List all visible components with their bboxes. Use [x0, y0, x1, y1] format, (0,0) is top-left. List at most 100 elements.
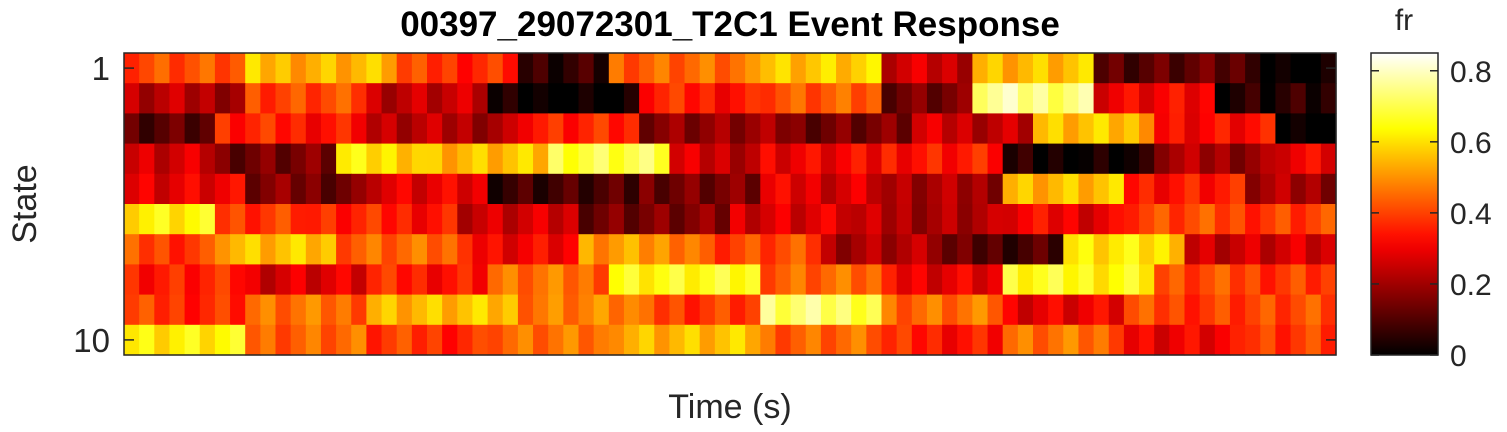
heatmap-cell — [381, 53, 398, 84]
heatmap-cell — [654, 204, 670, 235]
plot-frame — [123, 52, 1337, 356]
heatmap-cell — [578, 143, 595, 175]
heatmap-cell — [275, 83, 292, 114]
heatmap-cell — [1093, 204, 1110, 235]
heatmap-cell — [1169, 264, 1186, 296]
heatmap-cell — [1063, 113, 1080, 145]
heatmap-cell — [790, 173, 807, 205]
heatmap-cell — [1108, 204, 1125, 235]
heatmap-cell — [442, 143, 458, 175]
heatmap-cell — [199, 143, 216, 175]
heatmap-cell — [851, 83, 867, 114]
heatmap-cell — [1063, 143, 1080, 175]
heatmap-cell — [911, 83, 928, 114]
heatmap-cell — [836, 143, 852, 175]
heatmap-cell — [1108, 264, 1125, 296]
heatmap-cell — [1320, 143, 1337, 175]
heatmap-cell — [608, 143, 625, 175]
heatmap-cell — [926, 324, 943, 356]
heatmap-cell — [336, 324, 352, 356]
heatmap-cell — [1093, 264, 1110, 296]
heatmap-cell — [972, 264, 989, 296]
heatmap-cell — [1229, 83, 1246, 114]
heatmap-cell — [957, 264, 973, 296]
heatmap-cell — [1184, 173, 1201, 205]
heatmap-cell — [1199, 294, 1216, 326]
heatmap-cell — [987, 143, 1004, 175]
heatmap-cell — [836, 324, 852, 356]
y-tick-label: 1 — [92, 50, 110, 87]
heatmap-cell — [351, 294, 367, 326]
heatmap-cell — [290, 173, 307, 205]
heatmap-cell — [623, 204, 640, 235]
heatmap-cell — [745, 143, 761, 175]
heatmap-cell — [1123, 204, 1140, 235]
heatmap-cell — [199, 294, 216, 326]
heatmap-cell — [926, 294, 943, 326]
heatmap-cell — [987, 113, 1004, 145]
heatmap-cell — [896, 143, 913, 175]
heatmap-cell — [457, 83, 474, 114]
heatmap-cell — [396, 173, 413, 205]
heatmap-cell — [987, 294, 1004, 326]
heatmap-cell — [699, 53, 716, 84]
heatmap-cell — [836, 234, 852, 265]
heatmap-cell — [1002, 324, 1019, 356]
heatmap-cell — [305, 83, 322, 114]
heatmap-cell — [1169, 143, 1186, 175]
heatmap-cell — [745, 53, 761, 84]
heatmap-cell — [1275, 173, 1292, 205]
heatmap-cell — [199, 264, 216, 296]
heatmap-cell — [230, 113, 246, 145]
heatmap-cell — [396, 143, 413, 175]
heatmap-cell — [1078, 234, 1095, 265]
heatmap-cell — [896, 234, 913, 265]
heatmap-cell — [1048, 234, 1064, 265]
heatmap-cell — [896, 324, 913, 356]
heatmap-cell — [684, 204, 701, 235]
heatmap-cell — [487, 294, 504, 326]
heatmap-cell — [533, 53, 549, 84]
heatmap-cell — [154, 83, 171, 114]
heatmap-cell — [124, 234, 140, 265]
heatmap-cell — [1260, 53, 1276, 84]
heatmap-cell — [563, 113, 580, 145]
heatmap-cell — [230, 53, 246, 84]
heatmap-cell — [972, 204, 989, 235]
heatmap-cell — [790, 264, 807, 296]
heatmap-cell — [320, 264, 337, 296]
heatmap-cell — [411, 53, 428, 84]
heatmap-cell — [760, 113, 777, 145]
heatmap-cell — [775, 173, 792, 205]
heatmap-cell — [336, 113, 352, 145]
heatmap-cell — [790, 143, 807, 175]
heatmap-cell — [184, 324, 201, 356]
heatmap-cell — [745, 83, 761, 114]
heatmap-cell — [1123, 83, 1140, 114]
heatmap-cell — [593, 204, 610, 235]
heatmap-cell — [1078, 204, 1095, 235]
heatmap-cell — [1139, 113, 1155, 145]
heatmap-cell — [457, 143, 474, 175]
heatmap-cell — [1290, 143, 1307, 175]
heatmap-cell — [320, 204, 337, 235]
heatmap-cell — [881, 83, 898, 114]
heatmap-cell — [457, 113, 474, 145]
heatmap-cell — [1108, 173, 1125, 205]
heatmap-cell — [427, 113, 443, 145]
heatmap-cell — [578, 173, 595, 205]
heatmap-cell — [775, 234, 792, 265]
heatmap-cell — [1017, 324, 1034, 356]
y-tick-label: 10 — [73, 322, 110, 359]
heatmap-cell — [124, 173, 140, 205]
heatmap-cell — [805, 173, 822, 205]
heatmap-cell — [684, 294, 701, 326]
heatmap-cell — [1290, 53, 1307, 84]
heatmap-cell — [230, 294, 246, 326]
heatmap-cell — [654, 234, 670, 265]
heatmap-cell — [184, 113, 201, 145]
heatmap-cell — [290, 113, 307, 145]
heatmap-cell — [1260, 173, 1276, 205]
heatmap-cell — [472, 53, 489, 84]
heatmap-cell — [684, 264, 701, 296]
